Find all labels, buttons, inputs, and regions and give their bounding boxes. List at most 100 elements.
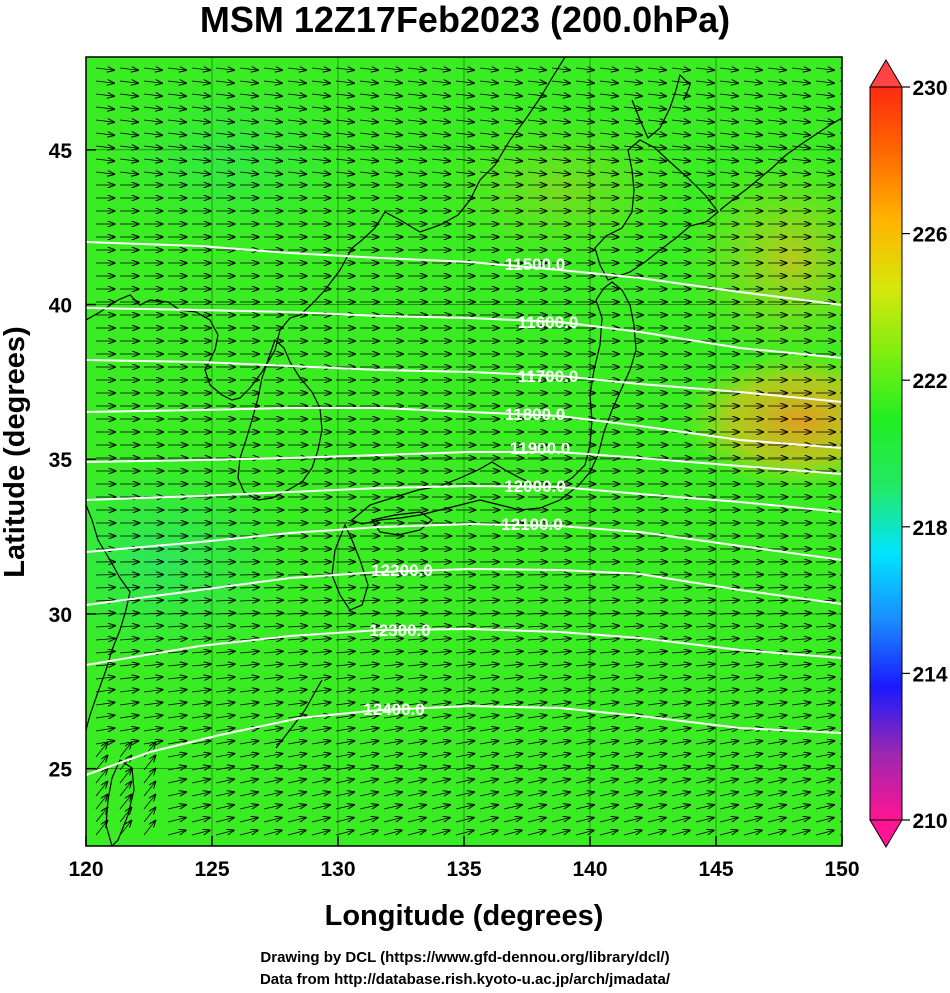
wind-arrow (167, 81, 186, 83)
wind-arrow (767, 68, 786, 70)
wind-arrow (167, 159, 186, 161)
wind-arrow (791, 107, 810, 109)
wind-arrow (671, 68, 690, 70)
wind-arrow (287, 741, 306, 744)
wind-arrow (527, 81, 546, 83)
wind-arrow (383, 600, 403, 601)
wind-arrow (239, 626, 259, 627)
wind-arrow (407, 741, 426, 744)
wind-arrow (647, 702, 667, 705)
wind-arrow (191, 715, 210, 718)
wind-arrow (287, 68, 306, 70)
wind-arrow (383, 172, 402, 174)
wind-arrow (719, 107, 738, 109)
wind-arrow (311, 677, 331, 679)
wind-arrow (623, 68, 642, 70)
wind-arrow (743, 94, 762, 96)
wind-arrow (815, 728, 834, 731)
wind-arrow (791, 587, 811, 588)
wind-arrow (287, 94, 306, 96)
wind-arrow (647, 600, 667, 601)
wind-arrow (815, 172, 834, 174)
wind-arrow (287, 120, 306, 122)
wind-arrow (647, 677, 667, 679)
wind-arrow (839, 691, 842, 693)
wind-arrow (503, 146, 522, 148)
wind-arrow (383, 94, 402, 96)
wind-arrow (719, 651, 739, 653)
wind-arrow (695, 728, 714, 731)
wind-arrow (119, 651, 139, 653)
wind-arrow (671, 754, 690, 757)
wind-arrow (287, 690, 307, 692)
wind-arrow (455, 120, 474, 122)
wind-arrow (647, 741, 666, 744)
wind-arrow (527, 626, 547, 627)
wind-arrow (239, 81, 258, 83)
wind-arrow (599, 677, 619, 679)
wind-arrow (551, 728, 570, 731)
wind-arrow (551, 172, 570, 174)
y-tick-label: 45 (49, 140, 73, 163)
wind-arrow (191, 94, 210, 96)
wind-arrow (575, 702, 595, 705)
wind-arrow (431, 146, 450, 148)
wind-arrow (479, 68, 498, 70)
wind-arrow (503, 120, 522, 122)
wind-arrow (767, 741, 786, 744)
wind-arrow (527, 702, 547, 705)
wind-arrow (719, 159, 738, 161)
wind-arrow (431, 690, 451, 692)
wind-arrow (527, 754, 546, 757)
wind-arrow (599, 664, 619, 666)
wind-arrow (239, 702, 259, 705)
wind-arrow (239, 715, 258, 718)
plot-area: 11500.0 11600.0 11700.0 11800.0 11900.0 12000… (49, 56, 860, 881)
wind-arrow (263, 81, 282, 83)
wind-arrow (407, 690, 427, 692)
wind-arrow (335, 728, 354, 731)
wind-arrow (791, 664, 811, 666)
wind-arrow (263, 677, 283, 679)
wind-arrow (359, 120, 378, 122)
wind-arrow (575, 81, 594, 83)
wind-arrow (311, 728, 330, 731)
wind-arrow (503, 702, 523, 705)
wind-arrow (791, 81, 810, 83)
wind-arrow (479, 172, 498, 174)
wind-arrow (191, 600, 211, 601)
wind-arrow (599, 68, 618, 70)
wind-arrow (143, 172, 162, 174)
wind-arrow (239, 754, 258, 757)
wind-arrow (479, 728, 498, 731)
wind-arrow (527, 107, 546, 109)
wind-arrow (215, 94, 234, 96)
wind-arrow (191, 146, 210, 148)
wind-arrow (623, 107, 642, 109)
wind-arrow (263, 120, 282, 122)
wind-arrow (431, 600, 451, 601)
wind-arrow (119, 702, 139, 705)
wind-arrow (479, 146, 498, 148)
wind-arrow (551, 133, 570, 135)
wind-arrow (95, 94, 114, 96)
wind-arrow (575, 626, 595, 627)
wind-arrow (239, 159, 258, 161)
wind-arrow (815, 664, 835, 666)
wind-arrow (527, 600, 547, 601)
wind-arrow (95, 159, 114, 161)
wind-arrow (263, 702, 283, 705)
wind-arrow (119, 639, 139, 640)
wind-arrow (287, 600, 307, 601)
wind-arrow (527, 133, 546, 135)
wind-arrow (119, 715, 138, 718)
wind-arrow (479, 587, 499, 588)
wind-arrow (599, 587, 619, 588)
wind-arrow (407, 133, 426, 135)
wind-arrow (191, 702, 211, 705)
wind-arrow (503, 728, 522, 731)
y-tick-label: 35 (49, 449, 73, 472)
wind-arrow (599, 702, 619, 705)
wind-arrow (599, 728, 618, 731)
wind-arrow (119, 587, 139, 588)
